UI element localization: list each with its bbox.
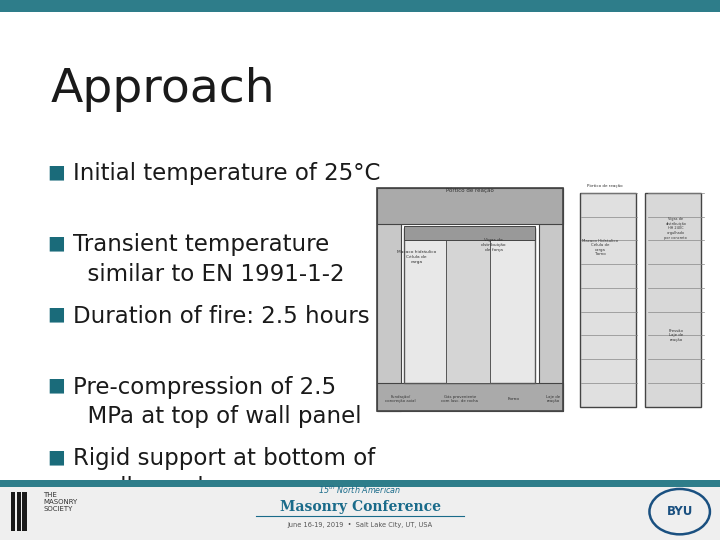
Text: Fundação/
concreção axial: Fundação/ concreção axial xyxy=(385,395,416,403)
Text: Approach: Approach xyxy=(50,68,275,112)
Text: 15$^{th}$ North American: 15$^{th}$ North American xyxy=(318,484,402,496)
Text: Gás proveniente
com lasc. de rocha: Gás proveniente com lasc. de rocha xyxy=(441,395,478,403)
Text: Pórtico de reação: Pórtico de reação xyxy=(446,188,494,193)
Text: Pre-compression of 2.5
  MPa at top of wall panel: Pre-compression of 2.5 MPa at top of wal… xyxy=(73,376,362,428)
Bar xyxy=(0,480,720,487)
Text: June 16-19, 2019  •  Salt Lake City, UT, USA: June 16-19, 2019 • Salt Lake City, UT, U… xyxy=(287,522,433,528)
Text: ■: ■ xyxy=(47,447,65,466)
Text: Masonry Conference: Masonry Conference xyxy=(279,500,441,514)
Bar xyxy=(0,0,720,12)
Text: Rigid support at bottom of
  wall panel: Rigid support at bottom of wall panel xyxy=(73,447,376,500)
Bar xyxy=(17,492,21,531)
Bar xyxy=(405,226,535,240)
Text: Pressão
Laje de
reação: Pressão Laje de reação xyxy=(668,329,683,342)
Text: ■: ■ xyxy=(47,162,65,181)
Bar xyxy=(539,188,563,411)
Text: Macaco hidráulico
Célula de
carga: Macaco hidráulico Célula de carga xyxy=(397,251,436,264)
Bar xyxy=(377,383,563,411)
Bar xyxy=(377,188,400,411)
Text: BYU: BYU xyxy=(667,505,693,518)
Text: ■: ■ xyxy=(47,233,65,252)
Text: ■: ■ xyxy=(47,376,65,395)
Text: ■: ■ xyxy=(47,305,65,323)
Text: Vigas de
distribuição
HH 240C
orgulhado
por concreto: Vigas de distribuição HH 240C orgulhado … xyxy=(665,217,688,240)
Text: Laje de
reação: Laje de reação xyxy=(546,395,560,403)
Text: Vigas de
distribuição
de força: Vigas de distribuição de força xyxy=(481,239,506,252)
Text: Forno: Forno xyxy=(508,397,519,401)
Bar xyxy=(580,193,636,407)
Bar xyxy=(446,228,490,383)
Bar xyxy=(645,193,701,407)
Bar xyxy=(377,188,563,224)
Text: Transient temperature
  similar to EN 1991-1-2: Transient temperature similar to EN 1991… xyxy=(73,233,345,286)
Text: Initial temperature of 25°C: Initial temperature of 25°C xyxy=(73,162,381,185)
Text: THE
MASONRY
SOCIETY: THE MASONRY SOCIETY xyxy=(43,492,78,512)
Text: Pórtico de reação: Pórtico de reação xyxy=(588,184,623,188)
Bar xyxy=(405,228,535,383)
Bar xyxy=(22,492,27,531)
Bar xyxy=(0,483,720,540)
Text: Duration of fire: 2.5 hours: Duration of fire: 2.5 hours xyxy=(73,305,370,328)
Bar xyxy=(11,492,15,531)
Text: Macaco Hidráulico
Célula de
carga
Torno: Macaco Hidráulico Célula de carga Torno xyxy=(582,239,618,256)
